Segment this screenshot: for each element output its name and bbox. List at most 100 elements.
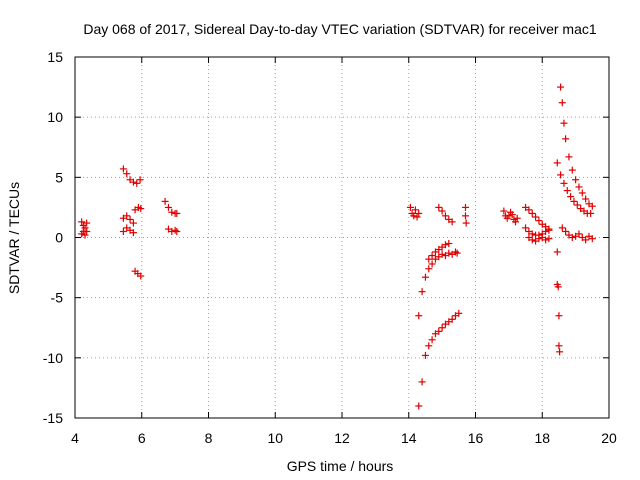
x-tick-label: 6 xyxy=(138,430,146,446)
data-point xyxy=(418,288,426,296)
series-arc-16.9 xyxy=(500,207,521,226)
grid-lines xyxy=(75,57,609,418)
data-point xyxy=(435,327,443,335)
y-tick-label: 0 xyxy=(55,230,63,246)
data-point xyxy=(438,207,446,215)
data-point xyxy=(575,183,583,191)
data-point xyxy=(164,203,172,211)
data-point xyxy=(588,202,596,210)
data-point xyxy=(78,218,86,226)
data-point xyxy=(532,213,540,221)
x-tick-label: 18 xyxy=(534,430,550,446)
data-point xyxy=(535,217,543,225)
data-point xyxy=(137,205,145,213)
data-point xyxy=(462,219,470,227)
x-tick-label: 8 xyxy=(205,430,213,446)
data-point xyxy=(421,351,429,359)
data-point xyxy=(558,224,566,232)
series-arc-6.7a xyxy=(161,197,181,217)
data-point xyxy=(542,236,550,244)
data-point xyxy=(461,203,469,211)
data-point xyxy=(123,212,131,220)
series-arc-18.6-low xyxy=(558,224,596,244)
x-tick-labels: 4 6 8 10 12 14 16 18 20 xyxy=(71,430,617,446)
x-tick-label: 10 xyxy=(267,430,283,446)
data-point xyxy=(173,227,181,235)
data-point xyxy=(83,227,91,235)
series-arc-14.1 xyxy=(406,203,423,221)
data-point xyxy=(568,234,576,241)
series-arc-17.5-lower xyxy=(522,224,553,239)
y-tick-label: -15 xyxy=(43,410,63,426)
data-point xyxy=(582,195,590,203)
data-point xyxy=(448,218,456,226)
series-arc-18.5-drop xyxy=(553,248,564,356)
chart-title: Day 068 of 2017, Sidereal Day-to-day VTE… xyxy=(83,21,596,37)
y-tick-labels: -15 -10 -5 0 5 10 15 xyxy=(43,49,63,426)
x-tick-label: 16 xyxy=(468,430,484,446)
data-point xyxy=(406,203,414,211)
x-tick-label: 12 xyxy=(334,430,350,446)
data-point xyxy=(535,235,543,243)
data-point xyxy=(570,197,578,205)
data-point xyxy=(418,378,426,386)
series-arc-5.4c xyxy=(119,224,137,237)
data-point xyxy=(560,119,568,127)
data-point xyxy=(438,324,446,332)
data-point xyxy=(168,208,176,216)
data-point xyxy=(500,207,508,215)
data-point xyxy=(415,402,423,410)
data-point xyxy=(81,224,89,232)
data-point xyxy=(451,248,459,256)
series-arc-5.8-neg xyxy=(131,267,145,280)
data-point xyxy=(505,212,513,220)
series-arc-4.2a xyxy=(78,218,91,232)
series-arc-18.6-peak xyxy=(557,83,596,210)
data-point xyxy=(448,315,456,323)
data-point xyxy=(565,153,573,161)
series-arc-5.4b xyxy=(119,212,137,227)
data-point xyxy=(545,225,553,233)
data-point xyxy=(556,348,564,356)
data-points xyxy=(78,83,596,410)
data-point xyxy=(435,203,443,211)
data-point xyxy=(123,170,131,178)
data-point xyxy=(425,265,433,273)
series-arc-14.9-top xyxy=(435,203,456,226)
data-point xyxy=(136,176,144,184)
data-point xyxy=(528,230,536,238)
series-arc-6.7b xyxy=(164,225,181,235)
data-point xyxy=(508,211,516,219)
data-point xyxy=(445,240,453,248)
data-point xyxy=(428,336,436,344)
y-axis-label: SDTVAR / TECUs xyxy=(6,182,22,294)
data-point xyxy=(411,206,419,214)
data-point xyxy=(129,219,137,227)
data-point xyxy=(578,189,586,197)
data-point xyxy=(413,213,421,221)
data-point xyxy=(572,176,580,184)
data-point xyxy=(171,226,179,234)
x-axis-label: GPS time / hours xyxy=(287,458,394,474)
series-arc-17.5-upper xyxy=(522,203,553,234)
series-arc-17.6-band xyxy=(525,234,553,245)
data-point xyxy=(461,212,469,220)
data-point xyxy=(588,235,596,243)
y-tick-label: 15 xyxy=(47,49,63,65)
y-tick-label: 5 xyxy=(55,169,63,185)
series-arc-18.5-mid xyxy=(553,159,595,217)
data-point xyxy=(554,283,562,291)
data-point xyxy=(438,250,446,258)
data-point xyxy=(582,236,590,244)
data-point xyxy=(560,179,568,187)
data-point xyxy=(563,187,571,195)
data-point xyxy=(119,227,127,235)
series-arc-4.2b xyxy=(78,227,91,239)
data-point xyxy=(553,159,561,167)
x-tick-label: 14 xyxy=(401,430,417,446)
y-tick-label: -5 xyxy=(51,290,64,306)
data-point xyxy=(512,218,520,226)
series-arc-5.8 xyxy=(131,203,145,214)
